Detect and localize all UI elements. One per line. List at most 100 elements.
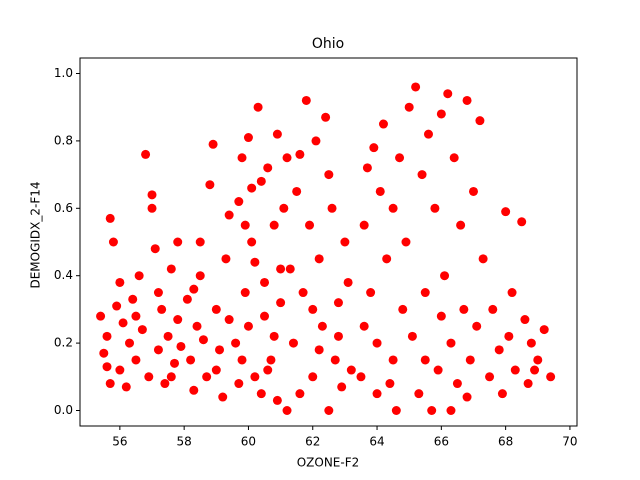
point	[160, 379, 170, 389]
x-tick-label: 68	[498, 435, 513, 449]
point	[436, 109, 446, 119]
point	[301, 95, 311, 105]
point	[494, 345, 504, 355]
point	[176, 341, 186, 351]
point	[282, 153, 292, 163]
point	[321, 112, 331, 122]
point	[260, 277, 270, 287]
point	[472, 321, 482, 331]
point	[526, 338, 536, 348]
point	[488, 304, 498, 314]
point	[449, 153, 459, 163]
point	[250, 257, 260, 267]
chart-title: Ohio	[312, 36, 344, 52]
point	[269, 220, 279, 230]
point	[407, 331, 417, 341]
point	[366, 288, 376, 298]
point	[243, 133, 253, 143]
point	[340, 237, 350, 247]
point	[501, 207, 511, 217]
point	[272, 395, 282, 405]
point	[195, 237, 205, 247]
point	[372, 389, 382, 399]
point	[128, 294, 138, 304]
point	[253, 102, 263, 112]
point	[240, 220, 250, 230]
point	[272, 129, 282, 139]
point	[256, 389, 266, 399]
y-tick-label: 0.4	[54, 268, 73, 282]
point	[247, 237, 257, 247]
point	[211, 365, 221, 375]
point	[452, 379, 462, 389]
point	[121, 382, 131, 392]
point	[192, 321, 202, 331]
point	[288, 338, 298, 348]
point	[456, 220, 466, 230]
point	[427, 405, 437, 415]
point	[507, 288, 517, 298]
point	[102, 362, 112, 372]
point	[173, 237, 183, 247]
point	[186, 355, 196, 365]
point	[195, 271, 205, 281]
point	[182, 294, 192, 304]
point	[295, 149, 305, 159]
point	[198, 335, 208, 345]
point	[282, 405, 292, 415]
y-tick-label: 1.0	[54, 66, 73, 80]
point	[208, 139, 218, 149]
point	[108, 237, 118, 247]
point	[378, 119, 388, 129]
point	[523, 379, 533, 389]
point	[105, 213, 115, 223]
point	[330, 355, 340, 365]
point	[150, 244, 160, 254]
point	[420, 288, 430, 298]
point	[395, 153, 405, 163]
point	[218, 392, 228, 402]
point	[115, 277, 125, 287]
x-tick-label: 64	[369, 435, 384, 449]
point	[202, 372, 212, 382]
point	[324, 405, 334, 415]
point	[189, 385, 199, 395]
point	[263, 365, 273, 375]
point	[285, 264, 295, 274]
point	[430, 203, 440, 213]
point	[417, 170, 427, 180]
point	[243, 321, 253, 331]
point	[446, 338, 456, 348]
point	[237, 153, 247, 163]
point	[485, 372, 495, 382]
point	[147, 203, 157, 213]
point	[269, 331, 279, 341]
point	[250, 372, 260, 382]
point	[324, 170, 334, 180]
point	[224, 210, 234, 220]
point	[465, 355, 475, 365]
point	[237, 355, 247, 365]
point	[137, 325, 147, 335]
point	[359, 220, 369, 230]
point	[157, 304, 167, 314]
point	[356, 372, 366, 382]
point	[102, 331, 112, 341]
point	[118, 318, 128, 328]
point	[369, 143, 379, 153]
point	[446, 405, 456, 415]
point	[517, 217, 527, 227]
point	[112, 301, 122, 311]
point	[311, 136, 321, 146]
point	[314, 254, 324, 264]
point	[224, 315, 234, 325]
plot-frame	[79, 57, 578, 427]
x-axis-label: OZONE-F2	[297, 456, 360, 470]
point	[147, 190, 157, 200]
point	[256, 176, 266, 186]
y-tick-label: 0.0	[54, 403, 73, 417]
point	[131, 355, 141, 365]
point	[211, 304, 221, 314]
point	[462, 95, 472, 105]
point	[131, 311, 141, 321]
